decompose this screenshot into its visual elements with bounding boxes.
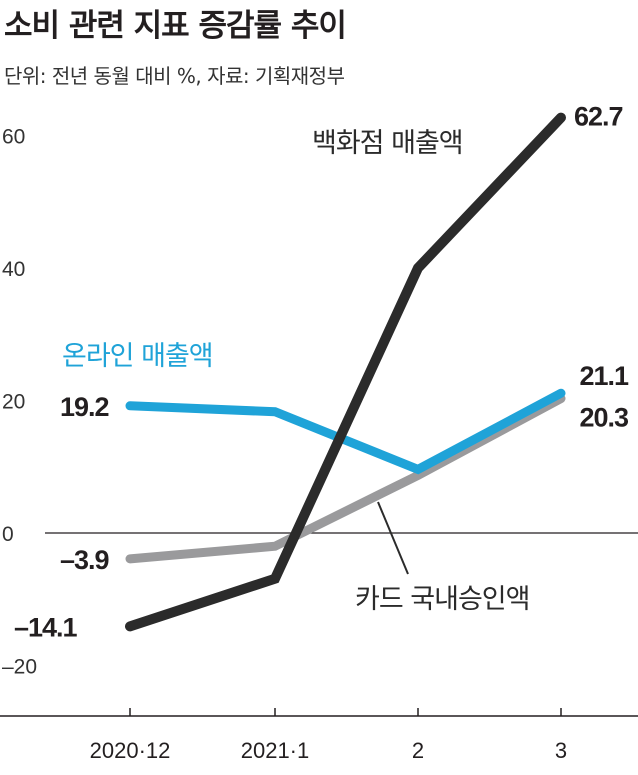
series-label-online: 온라인 매출액 — [62, 341, 213, 372]
x-tick-label: 2021·1 — [241, 738, 310, 763]
x-tick-label: 2020·12 — [90, 738, 171, 763]
end-value-label: 21.1 — [579, 361, 629, 391]
x-tick-label: 2 — [412, 738, 424, 763]
card-label-leader — [377, 501, 409, 575]
y-tick-label: 0 — [2, 523, 14, 546]
y-tick-label: 20 — [2, 391, 25, 414]
x-axis-ticks: 2020·12 2021·1 2 3 — [90, 708, 567, 763]
series-lines — [125, 112, 566, 632]
series-label-department: 백화점 매출액 — [312, 128, 463, 159]
value-labels: –14.1 62.7 19.2 21.1 –3.9 20.3 — [14, 102, 630, 643]
chart-subtitle: 단위: 전년 동월 대비 %, 자료: 기획재정부 — [4, 64, 345, 88]
series-label-card: 카드 국내승인액 — [355, 584, 529, 615]
start-value-label: –3.9 — [60, 545, 110, 575]
y-tick-label: 40 — [2, 258, 25, 281]
series-line-department — [125, 112, 566, 632]
chart-title: 소비 관련 지표 증감률 추이 — [4, 8, 347, 44]
y-tick-label: –20 — [2, 656, 37, 679]
x-tick-label: 3 — [555, 738, 567, 763]
end-value-label: 62.7 — [574, 102, 623, 132]
series-line-card — [125, 394, 566, 564]
y-tick-label: 60 — [2, 126, 25, 149]
series-line-online — [125, 388, 566, 475]
start-value-label: –14.1 — [14, 612, 78, 642]
end-value-label: 20.3 — [579, 403, 629, 433]
start-value-label: 19.2 — [60, 392, 109, 422]
y-axis-ticks: 60 40 20 0 –20 — [2, 126, 37, 679]
